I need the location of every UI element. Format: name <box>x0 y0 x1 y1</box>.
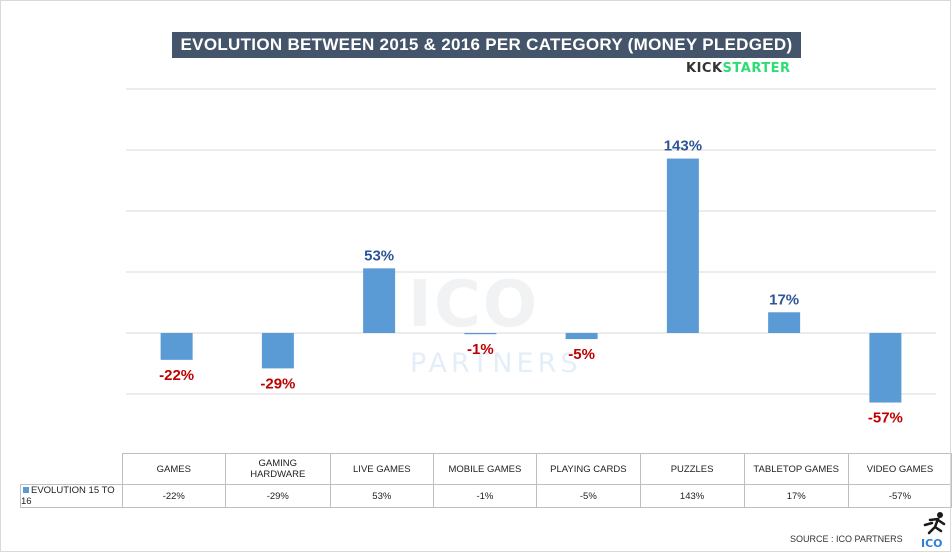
data-table: GAMES GAMING HARDWARE LIVE GAMES MOBILE GAM… <box>20 453 952 508</box>
table-category-gaming-hardware: GAMING HARDWARE <box>224 453 331 485</box>
bars <box>160 158 902 403</box>
ico-partners-logo-icon: ICO <box>921 512 946 549</box>
bar-tabletop-games <box>768 312 801 333</box>
data-label: -57% <box>868 410 903 427</box>
table-category-live-games: LIVE GAMES <box>329 453 434 485</box>
table-category-tabletop-games: TABLETOP GAMES <box>743 453 849 485</box>
source-note: SOURCE : ICO PARTNERS <box>790 534 903 544</box>
table-value: 53% <box>329 484 434 508</box>
legend-swatch <box>23 487 29 493</box>
table-category-puzzles: PUZZLES <box>639 453 745 485</box>
data-label: 143% <box>664 138 702 155</box>
bar-playing-cards <box>565 333 598 340</box>
data-table-value-row: EVOLUTION 15 TO 16 -22% -29% 53% -1% -5% 143%… <box>20 484 952 508</box>
table-value: 143% <box>639 484 745 508</box>
bar-video-games <box>869 333 902 403</box>
series-legend: EVOLUTION 15 TO 16 <box>20 484 123 508</box>
bar-mobile-games <box>464 333 497 335</box>
bar-games <box>160 333 193 360</box>
data-label: -1% <box>467 341 494 358</box>
data-label: 53% <box>364 247 394 264</box>
data-label: -29% <box>260 375 295 392</box>
data-label: 17% <box>769 291 799 308</box>
bar-gaming-hardware <box>261 333 294 369</box>
table-value: -1% <box>432 484 538 508</box>
data-label: -5% <box>568 346 595 363</box>
table-value: -29% <box>224 484 331 508</box>
bar-live-games <box>363 268 396 333</box>
table-value: -22% <box>121 484 226 508</box>
chart-title: EVOLUTION BETWEEN 2015 & 2016 PER CATEGO… <box>172 32 801 58</box>
data-table-header-row: GAMES GAMING HARDWARE LIVE GAMES MOBILE GAM… <box>20 453 952 485</box>
table-category-video-games: VIDEO GAMES <box>847 453 952 485</box>
table-value: -5% <box>536 484 641 508</box>
bar-puzzles <box>666 158 699 333</box>
logo-text: ICO <box>921 537 943 549</box>
data-table-corner <box>20 453 123 485</box>
kickstarter-logo: KICKSTARTER <box>686 61 791 76</box>
table-value: -57% <box>847 484 952 508</box>
data-label: -22% <box>159 367 194 384</box>
series-name: EVOLUTION 15 TO 16 <box>21 485 115 507</box>
table-value: 17% <box>743 484 849 508</box>
gridlines <box>126 88 936 395</box>
table-category-games: GAMES <box>121 453 226 485</box>
table-category-mobile-games: MOBILE GAMES <box>432 453 538 485</box>
kickstarter-logo-part1: KICK <box>686 61 723 76</box>
table-category-playing-cards: PLAYING CARDS <box>536 453 641 485</box>
kickstarter-logo-part2: STARTER <box>722 61 791 76</box>
data-labels: -22% -29% 53% -1% -5% 143% 17% -57% <box>159 138 903 427</box>
